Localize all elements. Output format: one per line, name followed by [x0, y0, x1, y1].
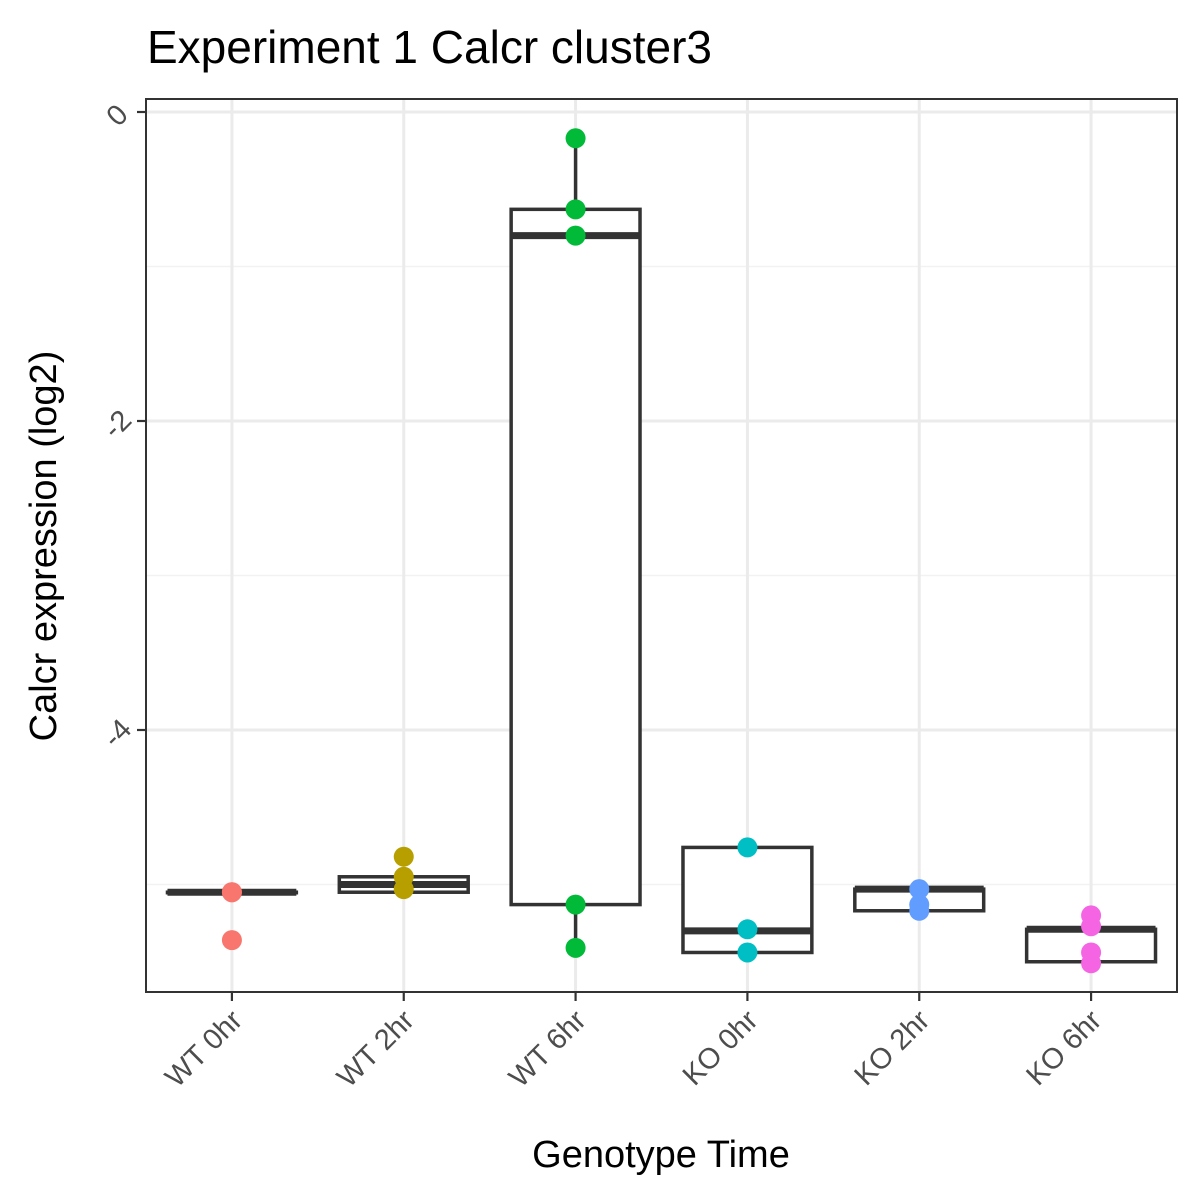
grid	[146, 99, 1177, 992]
data-point	[737, 919, 758, 940]
box-wt-6hr	[509, 138, 642, 948]
box-iqr	[509, 207, 642, 907]
data-point	[565, 199, 586, 220]
y-axis-title: Calcr expression (log2)	[23, 351, 65, 742]
y-tick-label: -4	[97, 713, 138, 754]
data-point	[221, 930, 242, 951]
data-point	[565, 225, 586, 246]
panel-border	[145, 98, 1178, 993]
chart-title: Experiment 1 Calcr cluster3	[147, 21, 712, 73]
data-point	[737, 942, 758, 963]
data-point	[393, 879, 414, 900]
x-tick-label: WT 0hr	[159, 1004, 249, 1094]
x-tick-label: KO 0hr	[677, 1004, 765, 1092]
data-point	[221, 882, 242, 903]
boxes	[165, 138, 1158, 964]
y-tick-label: -2	[97, 404, 138, 445]
data-point	[565, 937, 586, 958]
data-point	[909, 900, 930, 921]
x-tick-label: KO 2hr	[849, 1004, 937, 1092]
x-tick-label: WT 2hr	[331, 1004, 421, 1094]
data-point	[737, 837, 758, 858]
data-point	[565, 894, 586, 915]
data-point	[1081, 916, 1102, 937]
data-point	[909, 879, 930, 900]
x-tick-label: KO 6hr	[1020, 1004, 1108, 1092]
x-tick-label: WT 6hr	[503, 1004, 593, 1094]
data-point	[393, 846, 414, 867]
data-point	[1081, 953, 1102, 974]
y-tick-label: 0	[101, 99, 135, 133]
x-axis-title: Genotype Time	[532, 1134, 790, 1176]
data-point	[565, 128, 586, 149]
data-points	[221, 128, 1102, 974]
